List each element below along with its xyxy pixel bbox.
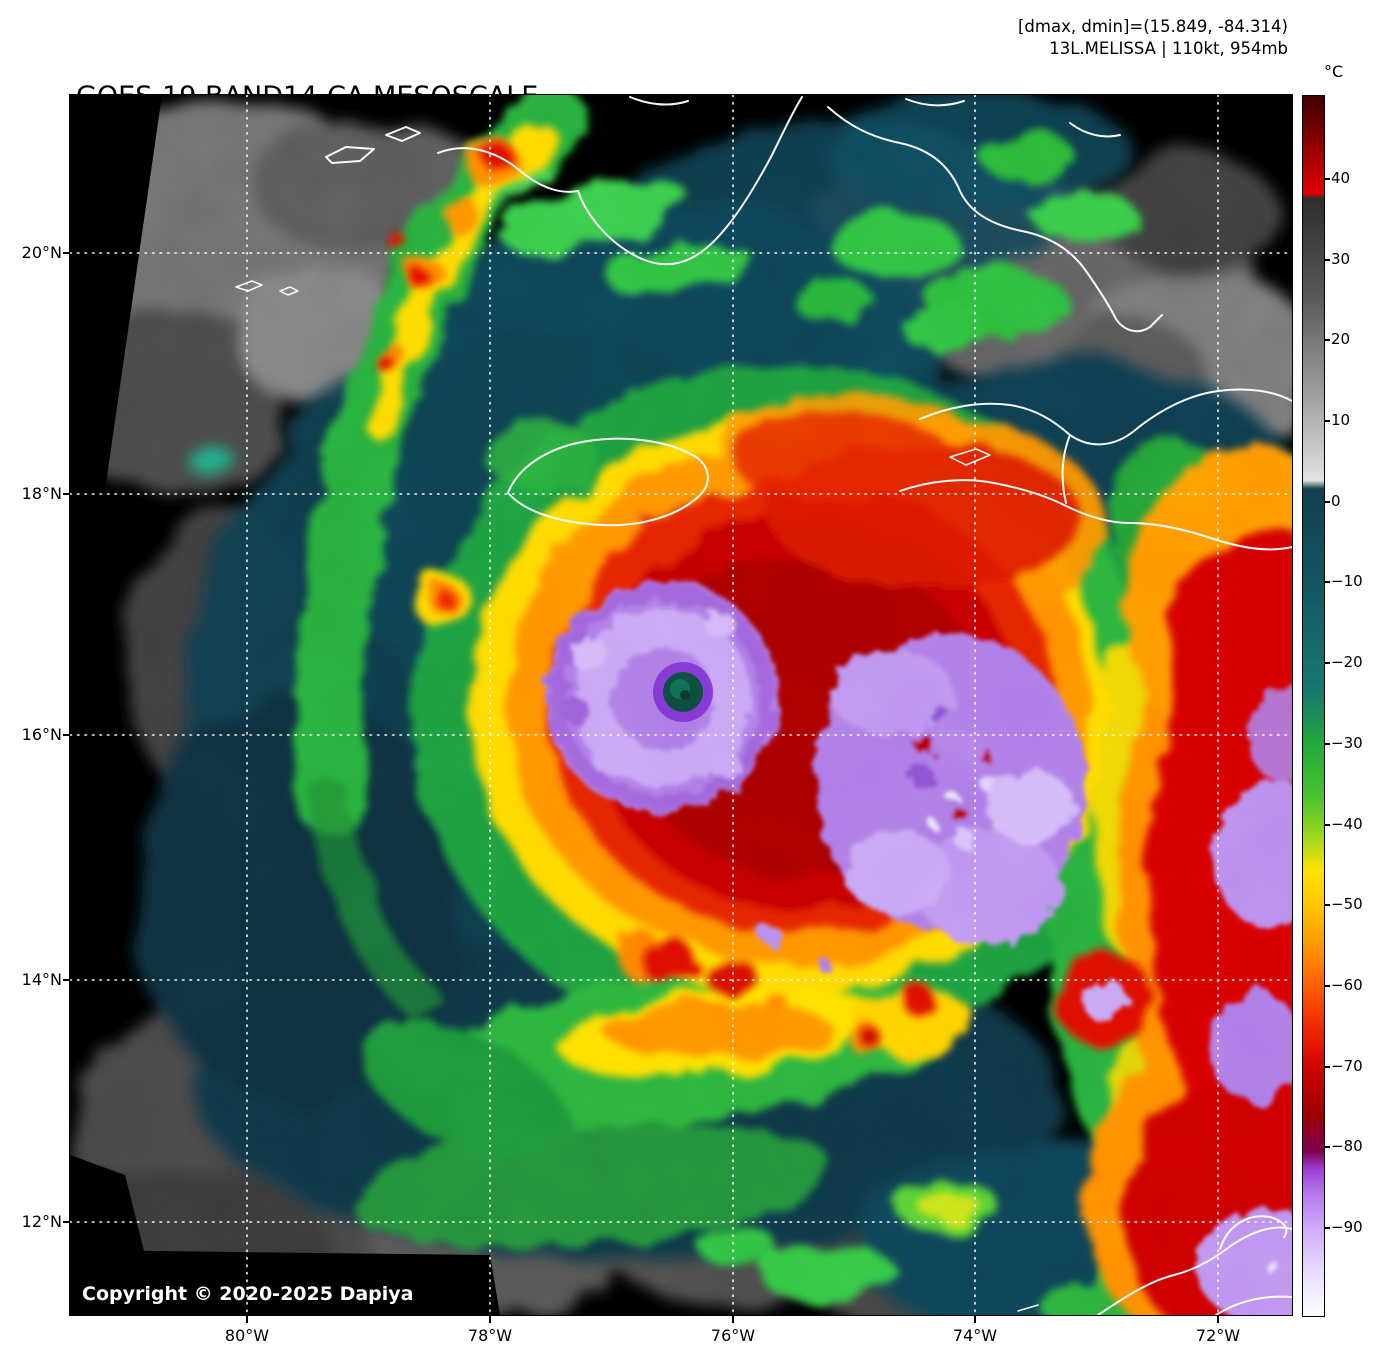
x-axis-tick	[246, 1316, 248, 1323]
colorbar-tick	[1324, 1066, 1330, 1068]
colorbar-tick	[1324, 1227, 1330, 1229]
colorbar-tick	[1324, 501, 1330, 503]
x-axis-tick	[489, 1316, 491, 1323]
colorbar-tick	[1324, 743, 1330, 745]
colorbar-tick	[1324, 178, 1330, 180]
lon-label-80w: 80°W	[224, 1326, 270, 1345]
lat-label-18n: 18°N	[21, 484, 62, 503]
colorbar-label: −90	[1331, 1218, 1363, 1236]
colorbar-label: −80	[1331, 1137, 1363, 1155]
colorbar-tick	[1324, 1146, 1330, 1148]
colorbar-label: 30	[1331, 250, 1351, 268]
colorbar-gradient	[1302, 95, 1325, 1317]
storm-info: 13L.MELISSA | 110kt, 954mb	[1049, 39, 1288, 59]
colorbar-tick	[1324, 985, 1330, 987]
lat-label-16n: 16°N	[21, 725, 62, 744]
colorbar-unit-label: °C	[1324, 62, 1344, 81]
colorbar-label: 0	[1331, 492, 1341, 510]
y-axis-tick	[63, 979, 70, 981]
colorbar-label: −30	[1331, 734, 1363, 752]
y-axis-tick	[63, 1221, 70, 1223]
y-axis-tick	[63, 493, 70, 495]
colorbar-tick	[1324, 904, 1330, 906]
lat-label-20n: 20°N	[21, 243, 62, 262]
colorbar-label: −20	[1331, 653, 1363, 671]
copyright-text: Copyright © 2020-2025 Dapiya	[82, 1283, 414, 1305]
lon-label-74w: 74°W	[952, 1326, 998, 1345]
colorbar-tick	[1324, 824, 1330, 826]
lon-label-78w: 78°W	[467, 1326, 513, 1345]
x-axis-tick	[732, 1316, 734, 1323]
coastlines	[235, 96, 1292, 1315]
colorbar-tick	[1324, 259, 1330, 261]
x-axis-tick	[1217, 1316, 1219, 1323]
lat-label-14n: 14°N	[21, 970, 62, 989]
colorbar-tick	[1324, 339, 1330, 341]
y-axis-tick	[63, 734, 70, 736]
colorbar-label: −10	[1331, 572, 1363, 590]
lon-label-72w: 72°W	[1195, 1326, 1241, 1345]
colorbar-label: 40	[1331, 169, 1351, 187]
colorbar-tick	[1324, 662, 1330, 664]
lon-label-76w: 76°W	[710, 1326, 756, 1345]
y-axis-tick	[63, 252, 70, 254]
colorbar-label: −60	[1331, 976, 1363, 994]
scan-edge-mask	[70, 95, 500, 1315]
header-info-block: [dmax, dmin]=(15.849, -84.314) 13L.MELIS…	[1018, 16, 1288, 61]
colorbar-label: −70	[1331, 1057, 1363, 1075]
colorbar-tick	[1324, 420, 1330, 422]
x-axis-tick	[974, 1316, 976, 1323]
colorbar-label: 20	[1331, 330, 1351, 348]
colorbar-label: 10	[1331, 411, 1351, 429]
colorbar-label: −50	[1331, 895, 1363, 913]
graticule	[70, 95, 1292, 1315]
colorbar-label: −40	[1331, 815, 1363, 833]
lat-label-12n: 12°N	[21, 1212, 62, 1231]
satellite-image	[70, 95, 1292, 1315]
dmax-dmin-readout: [dmax, dmin]=(15.849, -84.314)	[1018, 17, 1288, 36]
satellite-map: Copyright © 2020-2025 Dapiya	[70, 95, 1292, 1315]
colorbar-tick	[1324, 581, 1330, 583]
